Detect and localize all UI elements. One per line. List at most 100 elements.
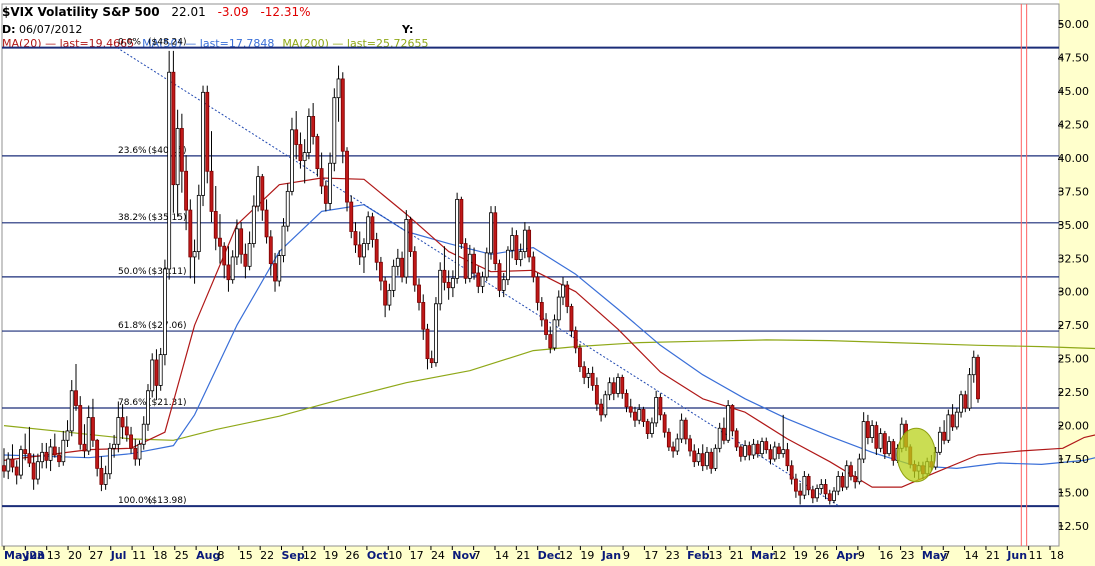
candle-body xyxy=(188,209,193,258)
candle xyxy=(277,250,282,287)
candle xyxy=(594,377,599,411)
fib-level-value: ($27.06) xyxy=(148,321,187,331)
candle-body xyxy=(230,256,235,281)
candle xyxy=(586,368,591,389)
x-tick-label: Jun xyxy=(1006,549,1027,562)
candle-body xyxy=(561,284,565,298)
candle-body xyxy=(463,243,468,279)
candle xyxy=(57,446,61,468)
candle-body xyxy=(472,253,476,274)
candle xyxy=(44,442,49,469)
candle-body xyxy=(772,446,777,460)
candle-body xyxy=(679,419,684,440)
y-tick-label: 37.50 xyxy=(1058,185,1090,198)
y-tick-label: 20.00 xyxy=(1058,420,1090,433)
y-tick-label: 50.00 xyxy=(1058,18,1090,31)
candle xyxy=(565,281,570,314)
candle-body xyxy=(146,390,150,425)
candle-body xyxy=(277,255,282,282)
fib-level-pct: 38.2% xyxy=(118,213,147,223)
candle xyxy=(628,398,633,418)
candle-body xyxy=(815,488,820,499)
candle-body xyxy=(315,136,320,170)
candle-body xyxy=(434,303,438,364)
fib-level-pct: 23.6% xyxy=(118,146,147,156)
candle-body xyxy=(705,451,709,467)
candle xyxy=(806,473,811,496)
candle xyxy=(578,343,582,373)
candle-body xyxy=(366,216,371,244)
candle xyxy=(539,297,544,327)
x-tick-label: 17 xyxy=(410,549,424,562)
candle xyxy=(768,444,773,465)
candle xyxy=(141,416,146,450)
candle-body xyxy=(124,426,129,436)
candle xyxy=(391,259,396,298)
candle-body xyxy=(65,430,70,441)
candle xyxy=(760,437,764,458)
candle xyxy=(247,231,252,271)
candle xyxy=(273,252,277,292)
candle xyxy=(705,446,709,470)
candle-body xyxy=(480,276,485,287)
candle-body xyxy=(311,116,316,137)
x-tick-label: 19 xyxy=(580,549,594,562)
plot-frame xyxy=(1,3,1060,547)
candle-body xyxy=(455,198,460,279)
candle-body xyxy=(666,431,671,448)
candle xyxy=(281,218,286,263)
y-axis: 50.00 47.50 45.00 42.50 40.00 37.50 35.00 32.50… xyxy=(1058,18,1090,533)
candle-body xyxy=(616,376,620,394)
candle-body xyxy=(645,421,650,434)
candle xyxy=(133,438,138,466)
candle-body xyxy=(328,162,333,204)
candle xyxy=(298,132,303,169)
candle-body xyxy=(154,359,159,386)
candle-body xyxy=(268,236,273,265)
x-tick-label: 23 xyxy=(666,549,680,562)
candle-body xyxy=(184,170,189,211)
candle xyxy=(429,350,434,369)
candle-body xyxy=(133,447,138,460)
x-tick-label: 24 xyxy=(431,549,445,562)
candle xyxy=(95,438,100,477)
candle-body xyxy=(205,91,210,172)
candle-body xyxy=(417,284,421,303)
candle xyxy=(23,433,28,461)
candle xyxy=(569,303,574,338)
x-tick-label: 25 xyxy=(175,549,189,562)
candle xyxy=(345,147,349,212)
candle xyxy=(103,465,108,490)
candle-body xyxy=(273,263,277,282)
candle xyxy=(942,420,947,445)
x-tick-label: 27 xyxy=(89,549,103,562)
candle xyxy=(522,222,527,259)
candle-body xyxy=(649,422,654,434)
candle-body xyxy=(421,302,426,330)
candle-body xyxy=(692,450,697,463)
candle-body xyxy=(61,439,66,463)
candle xyxy=(840,472,845,492)
candle xyxy=(290,117,294,196)
candle xyxy=(222,242,227,279)
candle xyxy=(171,50,176,213)
candle-body xyxy=(285,190,290,227)
y-tick-label: 35.00 xyxy=(1058,219,1090,232)
x-tick-label: Dec xyxy=(538,549,561,562)
candle xyxy=(323,180,328,212)
candle xyxy=(179,113,184,193)
candle xyxy=(641,406,646,427)
ticker-name: $VIX Volatility S&P 500 xyxy=(2,5,160,19)
candle-body xyxy=(662,414,667,433)
candle xyxy=(455,192,460,284)
candle xyxy=(552,314,557,351)
candle xyxy=(798,483,803,505)
candle-body xyxy=(675,438,680,452)
candle xyxy=(755,440,760,458)
candle-body xyxy=(120,417,125,428)
x-tick-label: 22 xyxy=(260,549,274,562)
fib-level-value: ($13.98) xyxy=(148,496,187,506)
candle xyxy=(19,445,23,480)
candle-body xyxy=(544,319,548,335)
